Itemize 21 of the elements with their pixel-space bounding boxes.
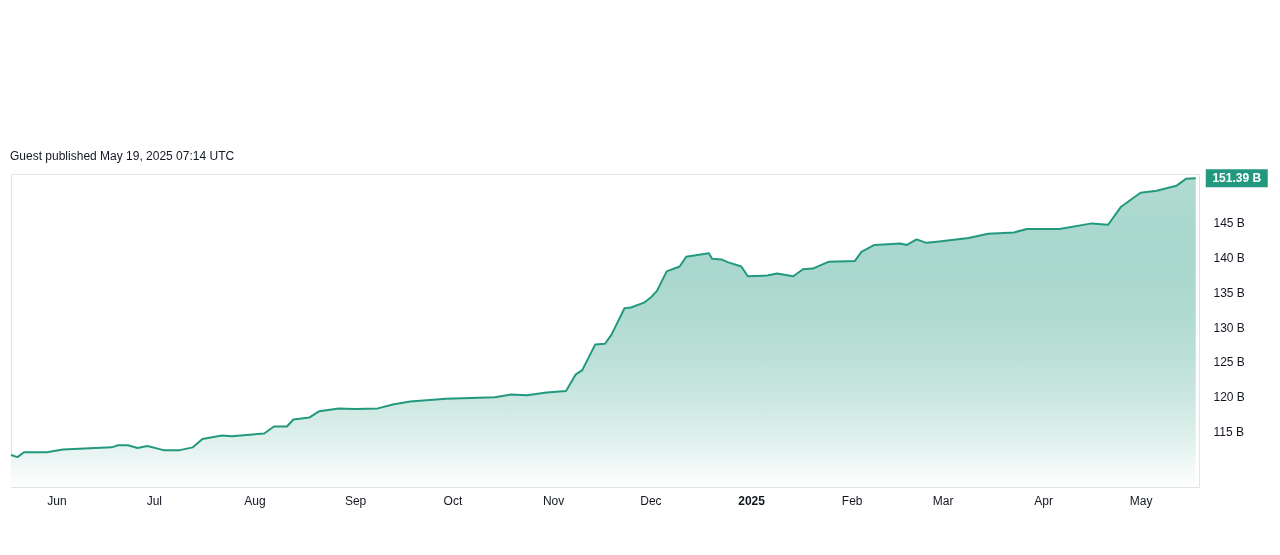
annotation: 151.39 B xyxy=(1212,171,1262,186)
x-tick-label: Apr xyxy=(1034,493,1054,508)
x-tick-label: 2025 xyxy=(738,493,766,508)
x-tick-label: Dec xyxy=(640,493,662,508)
x-tick-label: Sep xyxy=(344,493,367,508)
x-tick-label: Jul xyxy=(146,493,162,508)
x-tick-label: Nov xyxy=(542,493,565,508)
x-tick-label: Jun xyxy=(47,493,67,508)
x-tick-label: May xyxy=(1129,493,1153,508)
x-tick-label: Aug xyxy=(244,493,266,508)
text: Guest published May 19, 2025 07:14 UTC xyxy=(10,149,235,164)
y-tick-label: 120 B xyxy=(1213,390,1245,405)
y-tick-label: 130 B xyxy=(1213,320,1245,335)
x-tick-label: Feb xyxy=(841,493,863,508)
y-tick-label: 145 B xyxy=(1213,216,1245,231)
y-tick-label: 135 B xyxy=(1213,285,1245,300)
x-tick-label: Oct xyxy=(443,493,463,508)
y-tick-label: 125 B xyxy=(1213,355,1245,370)
y-tick-label: 115 B xyxy=(1213,424,1244,439)
x-tick-label: Mar xyxy=(932,493,954,508)
y-tick-label: 140 B xyxy=(1213,250,1245,265)
